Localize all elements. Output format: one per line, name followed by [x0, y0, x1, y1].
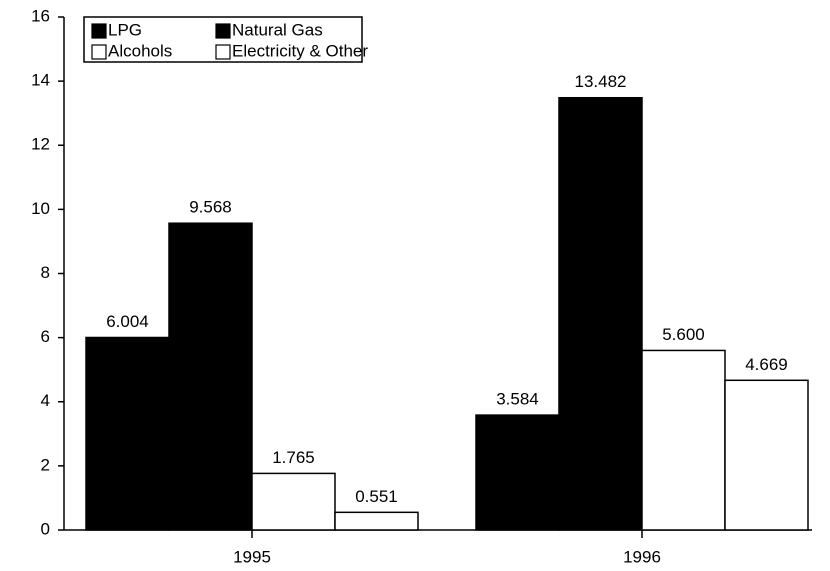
legend-swatch — [91, 23, 107, 39]
bar — [168, 222, 253, 531]
x-tick-label: 1996 — [623, 547, 661, 566]
value-label: 13.482 — [575, 72, 627, 91]
y-tick-label: 16 — [31, 6, 50, 25]
bar — [558, 96, 643, 531]
legend-swatch — [215, 23, 231, 39]
y-tick-label: 14 — [31, 71, 50, 90]
bar — [641, 349, 726, 531]
bar — [85, 336, 170, 531]
value-label: 9.568 — [189, 198, 232, 217]
value-label: 3.584 — [496, 390, 539, 409]
bar — [724, 379, 809, 531]
y-tick-label: 4 — [41, 391, 50, 410]
bar — [334, 511, 419, 531]
y-tick-label: 0 — [41, 519, 50, 538]
y-tick-label: 12 — [31, 135, 50, 154]
legend-label: Electricity & Other — [232, 41, 368, 60]
legend-swatch — [215, 44, 231, 60]
bar — [251, 472, 336, 531]
value-label: 6.004 — [106, 312, 149, 331]
legend-label: Natural Gas — [232, 20, 323, 39]
legend-label: Alcohols — [108, 41, 172, 60]
value-label: 1.765 — [272, 448, 315, 467]
y-tick-label: 10 — [31, 199, 50, 218]
value-label: 4.669 — [745, 355, 788, 374]
x-tick-label: 1995 — [233, 547, 271, 566]
y-tick-label: 2 — [41, 455, 50, 474]
y-tick-label: 6 — [41, 327, 50, 346]
legend-label: LPG — [108, 20, 142, 39]
value-label: 0.551 — [355, 487, 398, 506]
legend-swatch — [91, 44, 107, 60]
y-tick-label: 8 — [41, 263, 50, 282]
bar — [475, 414, 560, 531]
value-label: 5.600 — [662, 325, 705, 344]
